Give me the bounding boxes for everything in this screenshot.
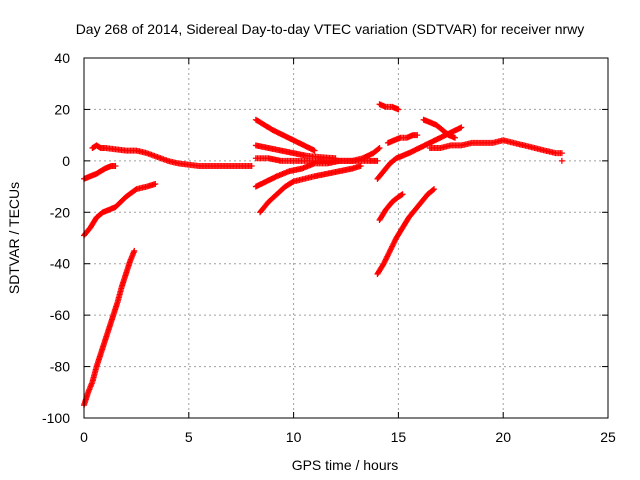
series-arc-16 [374, 186, 438, 277]
grid-lines [84, 58, 608, 418]
x-tick-label: 20 [495, 429, 511, 445]
axes: 0 5 10 15 20 25 -100 -80 -60 -40 -20 0 20 40 [42, 50, 616, 445]
series-layer [81, 101, 565, 409]
y-tick-label: -20 [50, 204, 70, 220]
series-arc-06 [252, 142, 339, 162]
series-arc-13 [420, 116, 458, 141]
chart-title: Day 268 of 2014, Sidereal Day-to-day VTE… [76, 21, 585, 37]
series-arc-10 [376, 101, 402, 113]
series-arc-11 [384, 132, 421, 146]
series-arc-08 [252, 145, 383, 190]
x-tick-label: 15 [391, 429, 407, 445]
series-arc-02 [89, 142, 255, 169]
y-tick-label: -100 [42, 410, 70, 426]
x-axis-label: GPS time / hours [292, 457, 399, 473]
y-tick-label: 0 [62, 153, 70, 169]
series-arc-14 [426, 137, 565, 157]
series-arc-15 [376, 191, 406, 223]
y-tick-label: -60 [50, 307, 70, 323]
y-axis-label: SDTVAR / TECUs [6, 182, 22, 294]
y-tick-label: -40 [50, 256, 70, 272]
x-tick-label: 5 [185, 429, 193, 445]
x-tick-label: 10 [286, 429, 302, 445]
x-tick-label: 25 [600, 429, 616, 445]
series-arc-17 [558, 157, 565, 164]
series-arc-12 [374, 124, 465, 182]
y-tick-label: 20 [54, 101, 70, 117]
y-tick-label: -80 [50, 359, 70, 375]
x-tick-label: 0 [80, 429, 88, 445]
series-arc-05 [252, 116, 318, 154]
y-tick-label: 40 [54, 50, 70, 66]
plot-frame [83, 57, 609, 419]
series-arc-09 [257, 163, 364, 216]
